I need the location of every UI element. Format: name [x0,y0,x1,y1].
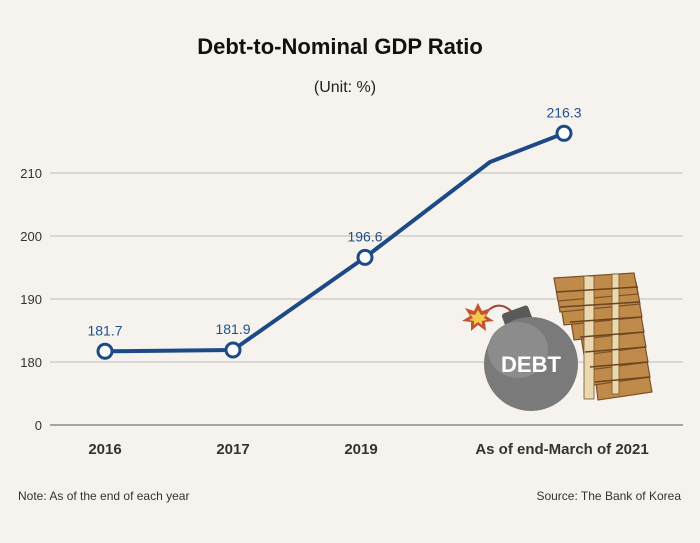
y-tick-label: 180 [20,355,42,370]
series-line [104,131,565,354]
x-tick-label: 2016 [88,441,121,458]
data-point [224,341,242,359]
chart-title: Debt-to-Nominal GDP Ratio [197,34,483,59]
y-tick-label: 190 [20,292,42,307]
data-point [96,342,114,360]
x-tick-label: 2019 [344,441,377,458]
data-point [356,248,374,266]
data-label: 216.3 [546,104,581,120]
grid [50,172,683,426]
data-label: 196.6 [347,228,382,244]
source-note: Source: The Bank of Korea [536,489,681,503]
y-axis-ticks: 0 180 190 200 210 [20,166,42,433]
x-axis-ticks: 2016 2017 2019 As of end-March of 2021 [88,441,648,458]
line-series: 181.7 181.9 196.6 216.3 [87,104,582,360]
data-label: 181.7 [87,322,122,338]
spark-icon [462,303,494,331]
data-label: 181.9 [215,321,250,337]
y-tick-label: 210 [20,166,42,181]
data-point [555,124,573,142]
footnote: Note: As of the end of each year [18,489,189,503]
x-tick-label: As of end-March of 2021 [475,441,648,458]
y-tick-label: 200 [20,229,42,244]
x-tick-label: 2017 [216,441,249,458]
bomb-label: DEBT [501,352,561,377]
chart-subtitle: (Unit: %) [314,79,376,96]
y-tick-label: 0 [35,418,42,433]
money-stack-icon [553,272,653,401]
